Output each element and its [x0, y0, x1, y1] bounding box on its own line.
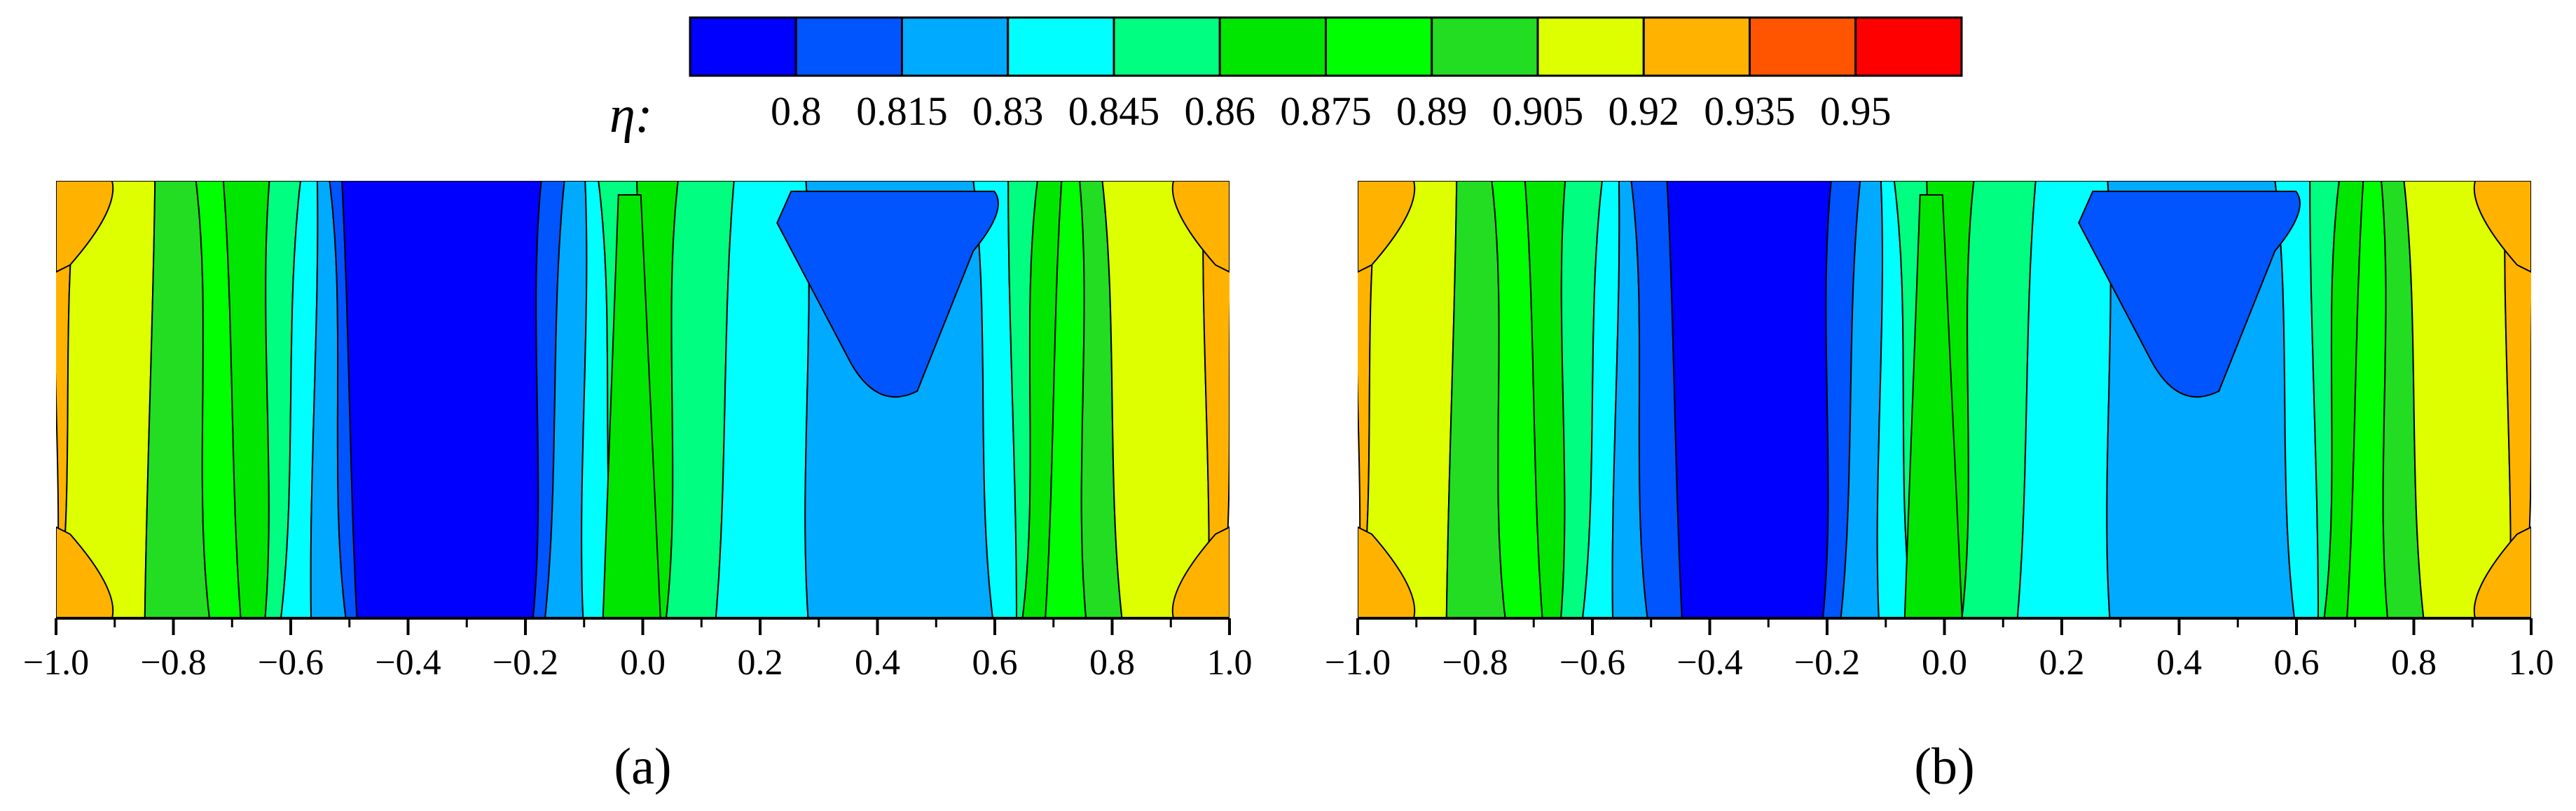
colorbar: 0.8 0.815 0.83 0.845 0.86 0.875 0.89 0.905 0.92 0…: [689, 16, 1963, 134]
x-tick-label: 0.0: [1922, 643, 1967, 683]
contour-corner: [1358, 181, 1416, 273]
x-tick-label: −0.8: [1442, 643, 1508, 683]
panel-label: (a): [614, 738, 671, 796]
x-tick-label: 0.2: [2039, 643, 2085, 683]
x-tick-label: 0.4: [2156, 643, 2202, 683]
contour-corner: [2473, 181, 2531, 273]
colorbar-swatch: [794, 16, 903, 77]
colorbar-tick-label: 0.83: [972, 88, 1044, 134]
colorbar-swatch: [1854, 16, 1963, 77]
colorbar-tick-label: 0.875: [1280, 88, 1372, 134]
colorbar-tick-label: 0.95: [1820, 88, 1892, 134]
x-tick-label: −0.6: [258, 643, 324, 683]
contour-band: [1101, 181, 1210, 618]
colorbar-swatch: [1007, 16, 1115, 77]
contour-panel-b: −1.0 −0.8 −0.6 −0.4 −0.2 0.0 0.2 0.4 0.6 0.8 1.0 (b…: [1325, 181, 2554, 796]
x-tick-label: −0.4: [1676, 643, 1742, 683]
contour-corner: [1171, 526, 1230, 618]
colorbar-swatch: [1749, 16, 1857, 77]
colorbar-swatch: [901, 16, 1010, 77]
contour-wedge: [1903, 194, 1963, 618]
x-tick-label: 0.6: [2274, 643, 2320, 683]
x-tick-label: −0.2: [1794, 643, 1860, 683]
contour-band: [341, 181, 542, 618]
colorbar-swatch: [1536, 16, 1645, 77]
x-tick-label: 1.0: [2509, 643, 2554, 683]
x-tick-label: −1.0: [23, 643, 89, 683]
colorbar-tick-label: 0.935: [1704, 88, 1796, 134]
contour-wedge: [602, 194, 661, 618]
colorbar-swatch: [1431, 16, 1539, 77]
colorbar-tick-label: 0.92: [1609, 88, 1680, 134]
contour-corner: [2473, 526, 2531, 618]
colorbar-tick-label: 0.86: [1185, 88, 1256, 134]
contour-panel-a: −1.0 −0.8 −0.6 −0.4 −0.2 0.0 0.2 0.4 0.6 0.8 1.0 (a…: [23, 181, 1253, 796]
contour-island: [776, 191, 999, 398]
contour-corner: [1171, 181, 1230, 273]
colorbar-swatch: [1325, 16, 1433, 77]
x-tick-label: 0.8: [2391, 643, 2437, 683]
colorbar-swatch: [689, 16, 797, 77]
x-tick-label: −0.2: [493, 643, 558, 683]
colorbar-symbol: η:: [609, 86, 652, 144]
colorbar-swatch: [1642, 16, 1751, 77]
colorbar-tick-label: 0.89: [1396, 88, 1468, 134]
colorbar-swatch: [1218, 16, 1327, 77]
x-tick-label: 0.8: [1089, 643, 1135, 683]
contour-band: [2403, 181, 2512, 618]
x-tick-label: 0.6: [972, 643, 1018, 683]
x-tick-label: −0.4: [375, 643, 441, 683]
x-tick-label: −1.0: [1325, 643, 1391, 683]
contour-island: [2078, 191, 2301, 398]
x-tick-label: 0.0: [620, 643, 666, 683]
colorbar-tick-label: 0.905: [1492, 88, 1584, 134]
colorbar-tick-label: 0.845: [1068, 88, 1160, 134]
x-tick-label: 0.4: [855, 643, 900, 683]
colorbar-tick-label: 0.8: [771, 88, 822, 134]
contour-corner: [56, 181, 114, 273]
colorbar-swatch: [1113, 16, 1221, 77]
colorbar-tick-label: 0.815: [856, 88, 948, 134]
contour-corner: [56, 526, 114, 618]
x-tick-label: 1.0: [1207, 643, 1253, 683]
x-tick-label: 0.2: [738, 643, 783, 683]
contour-band: [144, 181, 211, 618]
x-tick-label: −0.8: [140, 643, 206, 683]
x-tick-label: −0.6: [1559, 643, 1625, 683]
panel-label: (b): [1914, 738, 1974, 796]
contour-corner: [1358, 526, 1416, 618]
contour-band: [1666, 181, 1832, 618]
